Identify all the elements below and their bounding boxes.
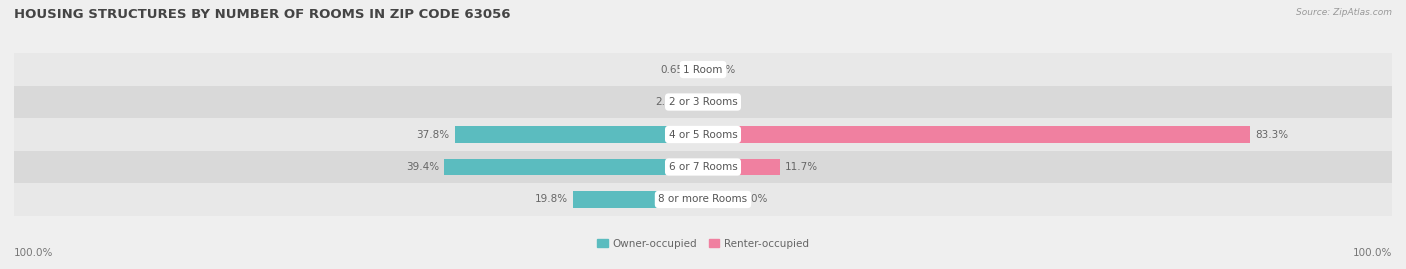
- Bar: [14, 53, 1392, 86]
- Text: 5.0%: 5.0%: [741, 194, 768, 204]
- Text: 19.8%: 19.8%: [534, 194, 568, 204]
- Text: 8 or more Rooms: 8 or more Rooms: [658, 194, 748, 204]
- Text: 37.8%: 37.8%: [416, 129, 450, 140]
- Bar: [574, 191, 703, 208]
- Text: 100.0%: 100.0%: [14, 248, 53, 258]
- Bar: [703, 126, 1250, 143]
- Bar: [14, 118, 1392, 151]
- Text: 2.5%: 2.5%: [655, 97, 682, 107]
- Bar: [703, 158, 780, 175]
- Bar: [444, 158, 703, 175]
- Text: Source: ZipAtlas.com: Source: ZipAtlas.com: [1296, 8, 1392, 17]
- Text: HOUSING STRUCTURES BY NUMBER OF ROOMS IN ZIP CODE 63056: HOUSING STRUCTURES BY NUMBER OF ROOMS IN…: [14, 8, 510, 21]
- Bar: [686, 94, 703, 111]
- Legend: Owner-occupied, Renter-occupied: Owner-occupied, Renter-occupied: [593, 235, 813, 253]
- Text: 2 or 3 Rooms: 2 or 3 Rooms: [669, 97, 737, 107]
- Bar: [14, 151, 1392, 183]
- Text: 11.7%: 11.7%: [785, 162, 818, 172]
- Bar: [456, 126, 703, 143]
- Text: 0.0%: 0.0%: [710, 65, 735, 75]
- Text: 0.65%: 0.65%: [661, 65, 693, 75]
- Bar: [699, 61, 703, 78]
- Text: 39.4%: 39.4%: [406, 162, 439, 172]
- Text: 6 or 7 Rooms: 6 or 7 Rooms: [669, 162, 737, 172]
- Text: 83.3%: 83.3%: [1254, 129, 1288, 140]
- Bar: [703, 191, 735, 208]
- Text: 1 Room: 1 Room: [683, 65, 723, 75]
- Text: 0.0%: 0.0%: [710, 97, 735, 107]
- Bar: [14, 183, 1392, 216]
- Text: 4 or 5 Rooms: 4 or 5 Rooms: [669, 129, 737, 140]
- Text: 100.0%: 100.0%: [1353, 248, 1392, 258]
- Bar: [14, 86, 1392, 118]
